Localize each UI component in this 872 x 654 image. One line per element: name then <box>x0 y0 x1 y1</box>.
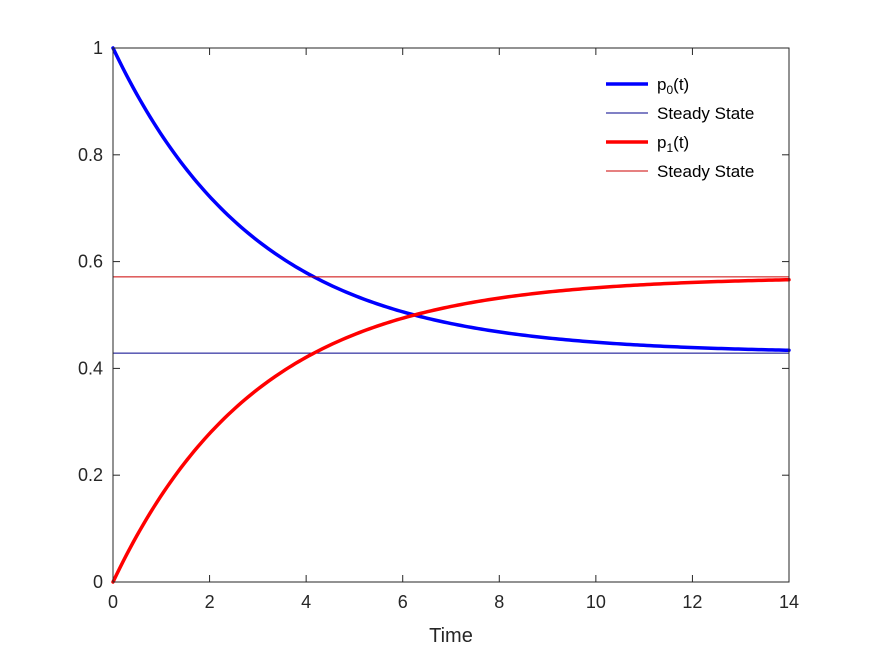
series-line-2 <box>111 277 791 584</box>
x-tick-label: 14 <box>779 592 799 612</box>
series-line-0 <box>111 46 791 353</box>
y-tick-label: 0.2 <box>78 465 103 485</box>
x-tick-label: 10 <box>586 592 606 612</box>
x-tick-label: 8 <box>494 592 504 612</box>
x-axis-title: Time <box>429 625 473 647</box>
x-tick-label: 6 <box>398 592 408 612</box>
y-tick-label: 0.6 <box>78 252 103 272</box>
legend-entry-1: Steady State <box>657 104 754 123</box>
x-tick-label: 2 <box>205 592 215 612</box>
x-tick-label: 4 <box>301 592 311 612</box>
axes-layer: 0 2 4 6 8 10 12 14 0 0.2 0.4 0.6 0.8 1 <box>78 38 799 612</box>
x-tick-label: 12 <box>682 592 702 612</box>
series-layer <box>111 46 791 584</box>
legend-entry-2: p1(t) <box>657 133 689 155</box>
y-tick-label: 0.4 <box>78 358 103 378</box>
legend-entry-3: Steady State <box>657 162 754 181</box>
y-tick-label: 1 <box>93 38 103 58</box>
legend: p0(t) Steady State p1(t) Steady State <box>606 75 754 181</box>
y-tick-label: 0.8 <box>78 145 103 165</box>
legend-entry-0: p0(t) <box>657 75 689 97</box>
plot-frame <box>112 47 790 583</box>
x-tick-label: 0 <box>108 592 118 612</box>
y-tick-label: 0 <box>93 572 103 592</box>
